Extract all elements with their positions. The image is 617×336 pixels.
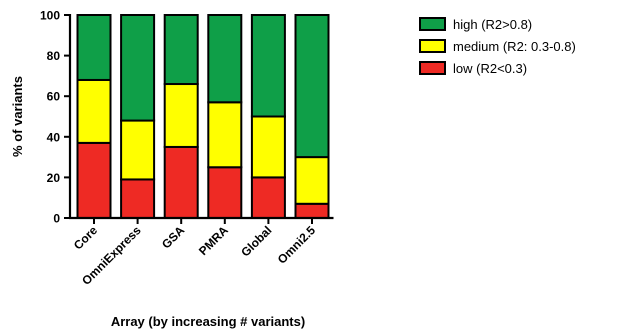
bar-segment-0-4	[250, 176, 286, 219]
legend-swatch-0	[419, 17, 446, 31]
x-axis-title: Array (by increasing # variants)	[111, 314, 305, 329]
axes-layer	[64, 14, 334, 224]
legend-label-0: high (R2>0.8)	[453, 17, 532, 32]
y-axis-title: % of variants	[10, 76, 25, 157]
bar-segment-2-1	[120, 14, 156, 122]
y-tick-label-5: 100	[40, 9, 60, 23]
bars-layer	[76, 14, 330, 219]
y-tick-label-1: 20	[47, 171, 61, 185]
legend-label-1: medium (R2: 0.3-0.8)	[453, 39, 576, 54]
x-tick-label-5: Omni2.5	[275, 223, 319, 267]
bar-segment-2-4	[250, 14, 286, 118]
x-tick-label-4: Global	[238, 223, 274, 259]
bar-segment-1-2	[163, 83, 199, 148]
legend-swatch-1	[419, 39, 446, 53]
x-tick-label-2: GSA	[159, 223, 188, 252]
y-tick-label-2: 40	[47, 130, 61, 144]
bar-segment-0-1	[120, 178, 156, 219]
bar-segment-1-1	[120, 119, 156, 181]
bar-segment-2-5	[294, 14, 330, 159]
y-tick-label-3: 60	[47, 90, 61, 104]
bar-segment-0-0	[76, 141, 112, 219]
bar-segment-2-2	[163, 14, 199, 86]
bar-segment-1-4	[250, 115, 286, 179]
bar-segment-2-3	[207, 14, 243, 104]
legend: high (R2>0.8) medium (R2: 0.3-0.8) low (R2…	[419, 17, 576, 76]
x-tick-label-3: PMRA	[196, 223, 231, 258]
legend-label-2: low (R2<0.3)	[453, 61, 527, 76]
legend-swatch-2	[419, 61, 446, 75]
bar-segment-1-0	[76, 78, 112, 144]
x-tick-label-0: Core	[71, 223, 100, 252]
bar-segment-0-5	[294, 202, 330, 219]
bar-segment-0-2	[163, 145, 199, 219]
y-tick-label-4: 80	[47, 49, 61, 63]
bar-segment-1-5	[294, 156, 330, 205]
bar-segment-1-3	[207, 101, 243, 169]
y-tick-label-0: 0	[53, 212, 60, 226]
bar-segment-2-0	[76, 14, 112, 81]
bar-segment-0-3	[207, 166, 243, 219]
